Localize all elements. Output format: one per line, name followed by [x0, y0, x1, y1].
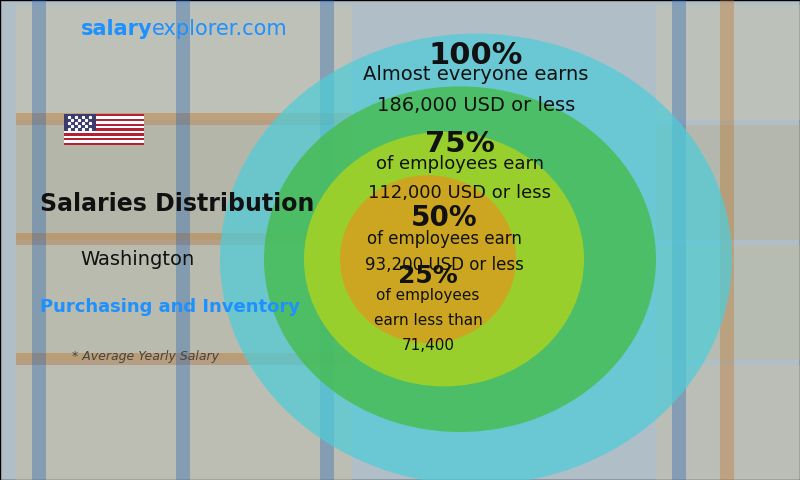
- Ellipse shape: [340, 175, 516, 343]
- Bar: [16, 353, 352, 365]
- Bar: [64, 114, 144, 145]
- Text: of employees: of employees: [376, 288, 480, 303]
- Bar: [16, 125, 352, 240]
- Text: * Average Yearly Salary: * Average Yearly Salary: [72, 350, 219, 363]
- Bar: [16, 113, 352, 125]
- Text: salary: salary: [80, 19, 152, 39]
- Ellipse shape: [304, 132, 584, 386]
- Text: Purchasing and Inventory: Purchasing and Inventory: [40, 298, 300, 316]
- Bar: [16, 245, 352, 360]
- Text: explorer.com: explorer.com: [152, 19, 288, 39]
- Bar: [64, 128, 144, 131]
- Bar: [656, 245, 800, 360]
- Text: 71,400: 71,400: [402, 337, 454, 353]
- Bar: [64, 133, 144, 135]
- Bar: [64, 114, 144, 116]
- Text: 75%: 75%: [425, 130, 495, 158]
- Bar: [656, 365, 800, 480]
- Bar: [64, 119, 144, 121]
- Bar: [32, 0, 46, 480]
- Text: Salaries Distribution: Salaries Distribution: [40, 192, 314, 216]
- Bar: [176, 0, 190, 480]
- Bar: [672, 0, 686, 480]
- Bar: [64, 138, 144, 140]
- Text: 186,000 USD or less: 186,000 USD or less: [377, 96, 575, 115]
- Text: earn less than: earn less than: [374, 312, 482, 328]
- Text: 93,200 USD or less: 93,200 USD or less: [365, 256, 523, 275]
- Text: 112,000 USD or less: 112,000 USD or less: [369, 184, 551, 202]
- Bar: [16, 365, 352, 480]
- Bar: [64, 124, 144, 126]
- Bar: [656, 5, 800, 120]
- Text: 100%: 100%: [429, 41, 523, 70]
- Text: Washington: Washington: [80, 250, 194, 269]
- Bar: [320, 0, 334, 480]
- Bar: [720, 0, 734, 480]
- Bar: [64, 114, 96, 131]
- Text: 50%: 50%: [410, 204, 478, 232]
- Bar: [16, 233, 352, 245]
- Text: of employees earn: of employees earn: [366, 229, 522, 248]
- Ellipse shape: [264, 86, 656, 432]
- Text: Almost everyone earns: Almost everyone earns: [363, 65, 589, 84]
- Ellipse shape: [220, 34, 732, 480]
- Text: of employees earn: of employees earn: [376, 155, 544, 173]
- Bar: [656, 125, 800, 240]
- Text: 25%: 25%: [398, 264, 458, 288]
- Bar: [16, 5, 352, 120]
- Bar: [64, 143, 144, 145]
